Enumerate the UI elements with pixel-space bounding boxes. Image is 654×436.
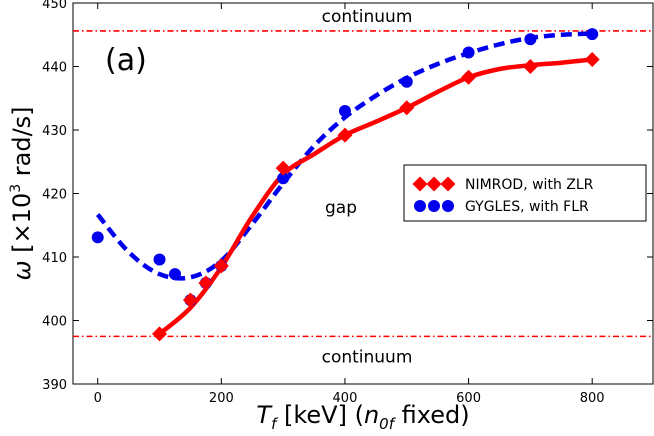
legend-marker-nimrod (426, 176, 442, 192)
nimrod-point (584, 52, 600, 68)
y-tick-label: 410 (42, 251, 67, 266)
legend: NIMROD, with ZLR GYGLES, with FLR (403, 164, 647, 222)
x-tick-label: 800 (580, 391, 605, 406)
legend-marker-gygles (428, 200, 440, 212)
data-markers (91, 28, 600, 342)
x-tick-label: 400 (333, 391, 358, 406)
x-label-sub: f (271, 415, 279, 433)
nimrod-point (152, 326, 168, 342)
x-label-var2: n (364, 401, 379, 429)
y-tick-label: 450 (42, 0, 67, 12)
y-tick-label: 440 (42, 61, 67, 76)
x-tick-label: 600 (456, 391, 481, 406)
continuum-bottom-label: continuum (322, 347, 413, 367)
legend-label-nimrod: NIMROD, with ZLR (465, 177, 594, 193)
y-tick-label: 430 (42, 124, 67, 139)
axis-ticks: 0 200 400 600 800 390 400 410 420 430 440 450 (42, 0, 653, 406)
gygles-point (400, 75, 413, 88)
y-tick-label: 400 (42, 315, 67, 330)
nimrod-point (522, 59, 538, 74)
gygles-point (462, 46, 475, 59)
gygles-fit-curve (95, 31, 593, 281)
y-label-sup: 3 (8, 184, 24, 193)
x-label-var: T (256, 401, 273, 429)
x-label-unit: [keV] ( (276, 401, 364, 429)
x-tick-label: 0 (94, 391, 102, 406)
y-label-pre: [×10 (8, 193, 36, 261)
nimrod-point (461, 69, 477, 85)
gygles-point (586, 28, 599, 41)
fit-curves (95, 31, 593, 336)
x-label-tail: fixed) (394, 401, 470, 429)
y-axis-label: ω [×103 rad/s] (8, 106, 36, 280)
gygles-point (168, 268, 181, 281)
nimrod-fit-curve (158, 57, 593, 336)
gygles-point (153, 253, 166, 266)
y-label-post: rad/s] (8, 106, 36, 183)
legend-marker-nimrod (412, 176, 428, 192)
legend-label-gygles: GYGLES, with FLR (465, 199, 589, 215)
nimrod-point (275, 160, 291, 176)
x-axis-label: Tf [keV] (n0f fixed) (256, 401, 469, 433)
gap-label: gap (325, 198, 357, 218)
nimrod-point (182, 292, 198, 308)
panel-label: (a) (105, 43, 147, 78)
nimrod-point (399, 100, 415, 116)
gygles-point (338, 104, 351, 117)
y-label-var: ω (8, 260, 36, 280)
legend-marker-nimrod (440, 176, 456, 192)
continuum-top-label: continuum (322, 7, 413, 27)
legend-marker-gygles (414, 200, 426, 212)
x-tick-label: 200 (209, 391, 234, 406)
nimrod-point (337, 127, 353, 143)
gygles-point (91, 231, 104, 244)
gygles-point (277, 172, 290, 185)
gygles-point (524, 33, 537, 46)
nimrod-point (213, 258, 229, 274)
x-label-sub2: 0f (379, 415, 397, 433)
legend-marker-gygles (442, 200, 454, 212)
nimrod-point (198, 275, 214, 291)
y-tick-label: 390 (42, 378, 67, 393)
legend-box (403, 164, 647, 222)
y-tick-label: 420 (42, 188, 67, 203)
continuum-lines (73, 30, 653, 338)
